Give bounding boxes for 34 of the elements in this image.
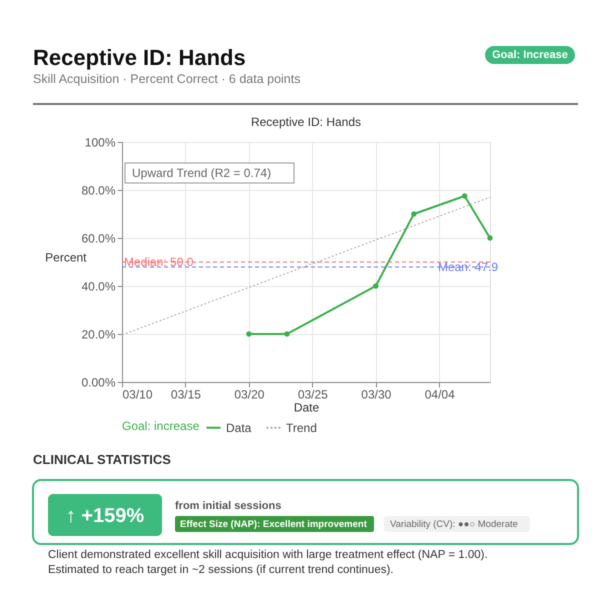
point (246, 331, 252, 337)
y-tick-label: 0.00% (81, 376, 116, 390)
point (373, 283, 379, 289)
x-tick-label: 03/30 (361, 388, 392, 402)
y-tick-label: 100% (84, 136, 116, 150)
y-tick-label: 40.0% (81, 280, 116, 294)
point (487, 235, 493, 241)
text: Variability (CV): ●●○ Moderate (390, 519, 518, 530)
chart-title: Receptive ID: Hands (250, 115, 362, 129)
legend-label: Data (226, 420, 252, 435)
text: Goal: Increase (492, 49, 568, 61)
text: Skill Acquisition · Percent Correct · 6 data points (33, 72, 300, 86)
point (462, 193, 468, 199)
y-tick-label: 20.0% (81, 328, 116, 342)
text: from initial sessions (175, 500, 282, 512)
legend-label: Trend (286, 420, 317, 435)
text: ↑ +159% (66, 505, 144, 527)
text: Client demonstrated excellent skill acquisition with large treatment effect (NAP = 1.00). Estimated to reach target in ~2 sessions (if current trend continues). (48, 549, 488, 576)
x-tick-label: 03/10 (122, 388, 153, 402)
x-tick-label: 03/15 (170, 388, 202, 402)
x-tick-label: 03/20 (234, 388, 265, 402)
x-tick-label: 03/25 (298, 388, 328, 402)
x-axis-title: Date (294, 400, 320, 414)
point (411, 211, 417, 217)
annotation: Upward Trend (R2 = 0.74) (132, 166, 272, 180)
y-tick-label: 60.0% (81, 232, 116, 246)
y-tick-label: 80.0% (81, 184, 116, 198)
text: CLINICAL STATISTICS (33, 452, 172, 467)
y-axis-title: Percent (45, 250, 88, 264)
legend-title: Goal: increase (122, 419, 200, 433)
x-tick-label: 04/04 (424, 388, 456, 402)
text: Effect Size (NAP): Excellent improvement (180, 519, 368, 530)
text: Receptive ID: Hands (33, 45, 246, 70)
point (284, 331, 290, 337)
